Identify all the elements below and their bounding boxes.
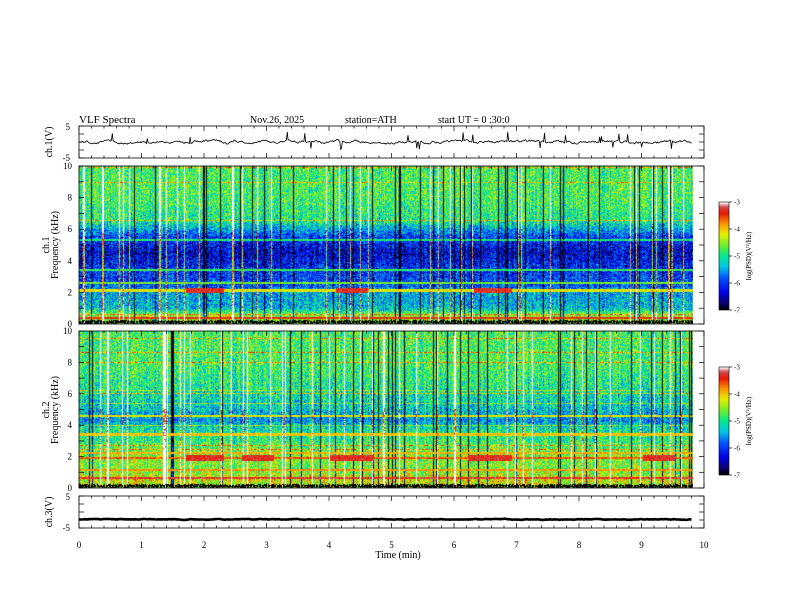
station-label: station=ATH	[345, 115, 397, 126]
ch1-frequency-label: Frequency (kHz)	[50, 211, 61, 279]
ch2-colorbar-tick: -3	[734, 364, 740, 372]
ch1-ytick: 10	[63, 161, 73, 171]
ch2-ytick: 4	[68, 420, 73, 430]
time-axis-tick-labels: 0 1 2 3 4 5 6 7 8 9 10	[77, 540, 709, 550]
ch1-colorbar-ticks: -3 -4 -5 -6 -7	[729, 199, 740, 315]
ch2-spectrogram-heatmap	[79, 331, 693, 488]
ch3-waveform-panel: 5 -5 ch.3(V)	[44, 492, 705, 533]
ch2-ytick: 0	[68, 483, 73, 493]
ch1-waveform-frame	[78, 125, 705, 159]
ch1-colorbar-tick: -7	[734, 307, 740, 315]
ch1-frequency-tick-labels: 0 2 4 6 8 10	[63, 161, 73, 329]
ch2-ytick: 2	[68, 452, 73, 462]
ch1-ytick: 6	[68, 224, 73, 234]
ch1-spectrogram-image-wrap	[79, 166, 693, 324]
date-label: Nov.26, 2025	[250, 115, 304, 126]
time-tick-label: 4	[327, 540, 332, 550]
ch2-spectrogram-ticks	[78, 330, 705, 489]
start-time-label: start UT = 0 :30:0	[438, 115, 510, 126]
time-tick-label: 8	[577, 540, 582, 550]
time-tick-label: 7	[514, 540, 519, 550]
ch3-voltage-label: ch.3(V)	[44, 497, 55, 528]
time-tick-label: 5	[389, 540, 394, 550]
ch1-colorbar-tick: -6	[734, 280, 740, 288]
ch1-colorbar-tick: -3	[734, 199, 740, 207]
ch2-colorbar-tick: -7	[734, 472, 740, 480]
ch1-ytick: 4	[68, 256, 73, 266]
ch1-spectrogram-heatmap	[79, 166, 693, 324]
ch1-spectrogram-ticks	[78, 165, 705, 325]
ch1-ytick: 8	[68, 193, 73, 203]
ch1-colorbar-label: log(PSD)(V²/Hz)	[745, 231, 753, 280]
ch1-ytick: 0	[68, 319, 73, 329]
ch1-waveform-panel: 5 -5 ch.1(V)	[44, 122, 705, 163]
ch2-colorbar-ticks: -3 -4 -5 -6 -7	[729, 364, 740, 480]
time-tick-label: 0	[77, 540, 82, 550]
ch2-spectrogram-panel: 0 2 4 6 8 10 ch.2 Frequency (kHz) -3 -4 …	[41, 326, 753, 493]
ch1-waveform-series	[78, 131, 692, 151]
ch1-colorbar-tick: -5	[734, 253, 740, 261]
ch2-ytick: 6	[68, 389, 73, 399]
time-axis-label: Time (min)	[375, 550, 420, 561]
ch2-ytick: 10	[63, 326, 73, 336]
time-tick-label: 3	[264, 540, 269, 550]
ch2-ytick: 8	[68, 357, 73, 367]
ch1-waveform-ticks	[78, 125, 705, 159]
ch1-voltage-label: ch.1(V)	[44, 127, 55, 158]
time-tick-label: 10	[700, 540, 710, 550]
time-tick-label: 6	[452, 540, 457, 550]
ch1-ytick: 2	[68, 287, 73, 297]
time-tick-label: 2	[202, 540, 207, 550]
ch3-ytick-bottom: -5	[63, 523, 71, 533]
ch1-colorbar	[719, 202, 729, 310]
ch2-colorbar-tick: -5	[734, 418, 740, 426]
ch2-channel-label: ch.2	[41, 402, 52, 419]
ch3-waveform-ticks	[78, 495, 705, 529]
ch1-channel-label: ch.1	[41, 237, 52, 254]
ch2-frequency-label: Frequency (kHz)	[50, 376, 61, 444]
ch1-spectrogram-panel: 0 2 4 6 8 10 ch.1 Frequency (kHz) -3 -4 …	[41, 161, 753, 329]
figure-title: VLF Spectra	[79, 114, 136, 126]
ch2-spectrogram-image-wrap	[79, 331, 693, 488]
ch2-colorbar	[719, 367, 729, 475]
ch1-ytick-top: 5	[66, 122, 71, 132]
ch1-colorbar-wrap	[719, 202, 729, 310]
ch2-colorbar-wrap	[719, 367, 729, 475]
ch2-frequency-tick-labels: 0 2 4 6 8 10	[63, 326, 73, 493]
time-tick-label: 9	[639, 540, 644, 550]
ch2-colorbar-label: log(PSD)(V²/Hz)	[745, 396, 753, 445]
ch2-colorbar-tick: -4	[734, 391, 740, 399]
ch3-ytick-top: 5	[66, 492, 71, 502]
time-tick-label: 1	[139, 540, 144, 550]
ch1-ytick-bottom: -5	[63, 153, 71, 163]
ch2-colorbar-tick: -6	[734, 445, 740, 453]
ch3-waveform-series	[78, 517, 692, 522]
ch1-colorbar-tick: -4	[734, 226, 740, 234]
